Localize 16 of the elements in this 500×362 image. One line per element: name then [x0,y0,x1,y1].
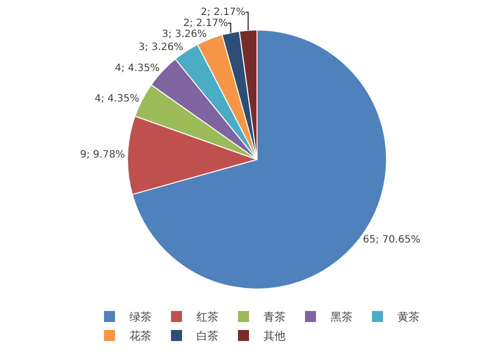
legend-label: 其他 [264,330,286,343]
legend-label: 黑茶 [330,310,352,324]
data-label: 65; 70.65% [362,234,420,246]
data-label: 2; 2.17% [200,6,246,18]
data-label: 4; 4.35% [94,93,140,104]
data-label: 2; 2.17% [183,18,228,29]
data-label: 3; 3.26% [138,42,184,53]
data-label: 9; 9.78% [80,150,125,161]
legend-label: 红茶 [196,310,218,324]
legend-label: 绿茶 [130,310,152,324]
legend-label: 黄茶 [398,310,420,324]
legend-label: 青茶 [264,310,286,324]
data-label: 3; 3.26% [162,28,207,40]
legend-label: 花茶 [130,330,152,343]
legend-label: 白茶 [196,330,218,343]
data-label: 4; 4.35% [114,63,160,74]
